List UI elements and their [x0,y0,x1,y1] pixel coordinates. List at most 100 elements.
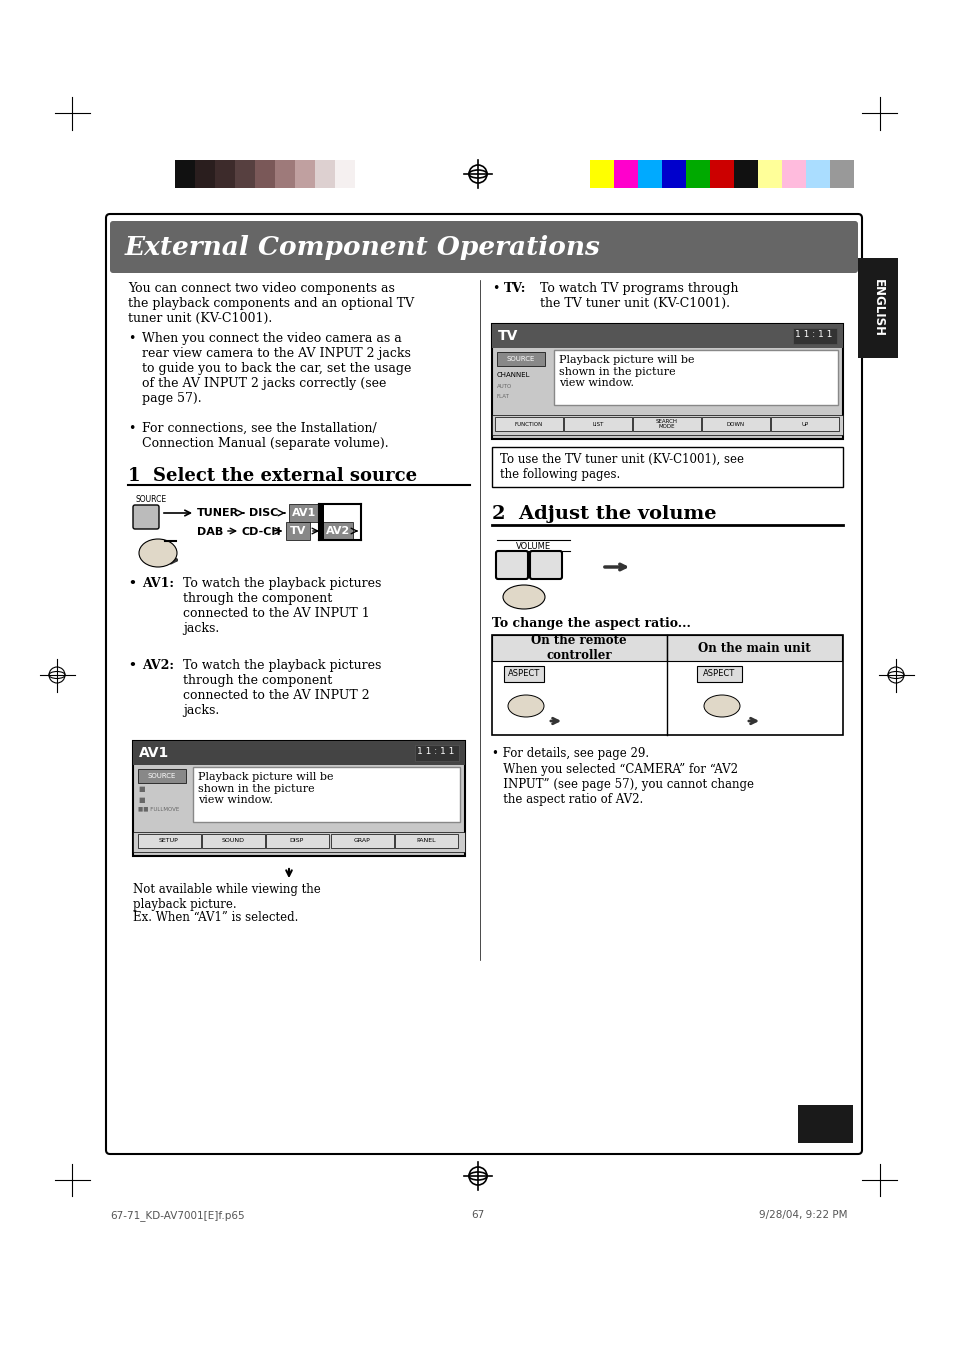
Text: DOWN: DOWN [726,422,744,427]
Bar [138,769,186,784]
Text: SETUP: SETUP [159,839,178,843]
Bar [614,159,638,188]
Bar [563,417,631,431]
Text: SOURCE: SOURCE [148,773,176,780]
Text: AV1: AV1 [292,508,315,517]
Text: VOLUME: VOLUME [516,542,551,551]
Bar [589,159,614,188]
Bar [318,504,324,539]
Text: When you selected “CAMERA” for “AV2
   INPUT” (see page 57), you cannot change
 : When you selected “CAMERA” for “AV2 INPU… [492,763,753,807]
Text: On the remote
controller: On the remote controller [531,634,626,662]
Bar [857,258,897,358]
Bar [661,159,685,188]
Text: When you connect the video camera as a
rear view camera to the AV INPUT 2 jacks
: When you connect the video camera as a r… [142,332,411,405]
Text: To watch TV programs through
the TV tuner unit (KV-C1001).: To watch TV programs through the TV tune… [539,282,738,309]
Text: GRAP: GRAP [354,839,370,843]
Bar [323,521,353,540]
Bar [709,159,733,188]
Text: On the main unit: On the main unit [697,642,809,654]
Text: Playback picture will be
shown in the picture
view window.: Playback picture will be shown in the pi… [558,355,694,388]
Text: FLAT: FLAT [497,394,509,399]
Text: AV2: AV2 [326,526,350,536]
Text: ENGLISH: ENGLISH [871,280,883,336]
FancyBboxPatch shape [496,551,527,580]
Text: AV1: AV1 [139,746,169,761]
Bar [132,832,464,852]
Bar [685,159,709,188]
Bar [254,159,274,188]
Bar [132,740,464,765]
Text: AUTO: AUTO [497,384,512,389]
Text: 1  Select the external source: 1 Select the external source [128,467,416,485]
Bar [497,353,544,366]
Bar [132,740,464,857]
Bar [495,417,562,431]
Text: 1 1 : 1 1: 1 1 : 1 1 [416,747,454,757]
Bar [666,635,841,661]
Ellipse shape [139,539,177,567]
Bar [214,159,234,188]
Text: SOURCE: SOURCE [506,357,535,362]
Text: TUNER: TUNER [196,508,239,517]
Bar [770,417,838,431]
Text: SOUND: SOUND [221,839,244,843]
Text: +: + [537,555,554,574]
Bar [174,159,194,188]
Text: Not available while viewing the
playback picture.: Not available while viewing the playback… [132,884,320,911]
Bar [503,666,543,682]
Bar [289,504,318,521]
Bar [492,324,842,439]
Bar [294,159,314,188]
Text: SOURCE: SOURCE [136,494,167,504]
Bar [194,159,214,188]
Text: 67: 67 [807,1112,841,1136]
Text: TV: TV [290,526,306,536]
Bar [829,159,853,188]
Bar [797,1105,852,1143]
Bar [492,415,842,435]
Text: ASPECT: ASPECT [507,670,539,678]
Text: LIST: LIST [592,422,603,427]
Bar [492,635,666,661]
FancyBboxPatch shape [110,222,857,273]
Bar [274,159,294,188]
Bar [395,834,457,848]
Text: S: S [141,509,151,524]
Text: •: • [128,332,135,345]
FancyBboxPatch shape [530,551,561,580]
Bar [266,834,329,848]
Text: To change the aspect ratio...: To change the aspect ratio... [492,617,690,630]
Ellipse shape [507,694,543,717]
Bar [733,159,758,188]
Text: DISP: DISP [290,839,304,843]
Text: 2  Adjust the volume: 2 Adjust the volume [492,505,716,523]
Text: ASPECT: ASPECT [702,670,735,678]
Bar [193,767,459,821]
Text: AV1:: AV1: [142,577,173,590]
Text: Playback picture will be
shown in the picture
view window.: Playback picture will be shown in the pi… [198,771,334,805]
Text: 67-71_KD-AV7001[E]f.p65: 67-71_KD-AV7001[E]f.p65 [110,1210,244,1221]
Text: FUNCTION: FUNCTION [515,422,542,427]
FancyBboxPatch shape [132,505,159,530]
Bar [554,350,837,405]
Bar [638,159,661,188]
Bar [492,635,842,735]
Text: External Component Operations: External Component Operations [125,235,600,259]
Bar [415,744,458,761]
Text: ■: ■ [138,797,145,802]
Text: •: • [128,422,135,435]
Text: To watch the playback pictures
through the component
connected to the AV INPUT 2: To watch the playback pictures through t… [183,659,381,717]
Text: SEARCH
MODE: SEARCH MODE [656,419,678,430]
Text: You can connect two video components as
the playback components and an optional : You can connect two video components as … [128,282,414,326]
Text: CD-CH: CD-CH [242,527,281,536]
Ellipse shape [502,585,544,609]
Text: •: • [492,282,498,295]
Text: CHANNEL: CHANNEL [497,372,530,378]
Bar [781,159,805,188]
Bar [360,504,366,539]
Bar [697,666,741,682]
Bar [492,447,842,486]
Text: UP: UP [801,422,808,427]
Text: •: • [128,659,135,671]
Bar [792,328,836,345]
